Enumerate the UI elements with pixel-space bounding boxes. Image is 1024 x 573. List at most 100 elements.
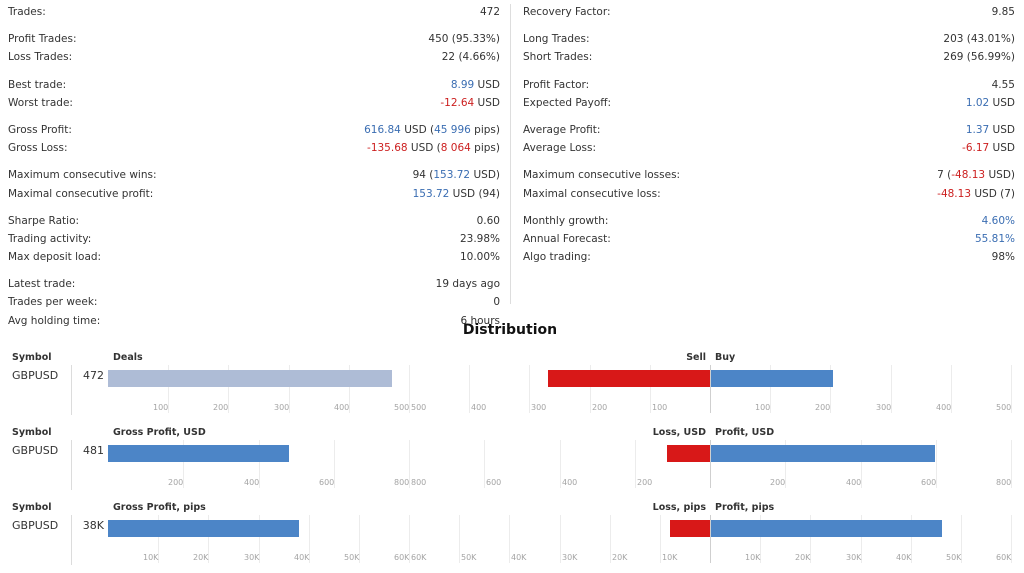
stat-label: Trades: (8, 6, 46, 18)
stat-group: Best trade: 8.99 USD Worst trade: -12.64 US… (8, 73, 500, 112)
stat-label: Annual Forecast: (523, 232, 611, 245)
negative-series-header: Loss, pips (652, 502, 706, 513)
stat-row-avg-holding-time: Avg holding time: 6 hours (8, 312, 500, 330)
symbol-name: GBPUSD (12, 369, 59, 382)
stat-value-part: 94 ( (412, 169, 434, 182)
grid-line (349, 365, 350, 413)
stat-row-profit-factor: Profit Factor: 4.55 (523, 73, 1015, 94)
grid-line (529, 365, 530, 413)
stats-right-column: Recovery Factor: 9.85 Long Trades: 203 (43.… (523, 0, 1015, 305)
stat-row-trades-per-week: Trades per week: 0 (8, 293, 500, 311)
grid-line (911, 515, 912, 563)
stat-row-trading-activity: Trading activity: 23.98% (8, 230, 500, 248)
stat-label: Average Profit: (523, 123, 601, 136)
grid-line (409, 365, 410, 413)
stat-value: 55.81% (975, 230, 1015, 248)
stat-group: Recovery Factor: 9.85 (523, 0, 1015, 21)
left-chart-header: Gross Profit, USD (113, 427, 206, 438)
stat-label: Profit Factor: (523, 78, 590, 91)
stat-group: Profit Factor: 4.55 Expected Payoff: 1.02 U… (523, 73, 1015, 112)
stat-row-maximum-consecutive-wins: Maximum consecutive wins: 94 (153.72 USD) (8, 163, 500, 184)
stat-label: Maximum consecutive wins: (8, 169, 157, 182)
symbol-header: Symbol (12, 352, 52, 363)
axis-tick-label: 800 (411, 478, 427, 487)
axis-tick-label: 300 (274, 403, 290, 412)
stat-label: Worst trade: (8, 96, 73, 109)
grid-line (168, 365, 169, 413)
stat-value-part: 0 (493, 296, 500, 309)
grid-line (861, 440, 862, 488)
grid-line (635, 440, 636, 488)
stat-value-part: USD (474, 96, 500, 109)
stat-row-monthly-growth: Monthly growth: 4.60% (523, 209, 1015, 230)
axis-tick-label: 50K (344, 553, 360, 562)
axis-tick-label: 60K (996, 553, 1012, 562)
stat-row-annual-forecast: Annual Forecast: 55.81% (523, 230, 1015, 248)
stat-value: -12.64 USD (440, 94, 500, 112)
symbol-total: 481 (83, 444, 104, 457)
stat-value-part: -6.17 (962, 142, 990, 155)
negative-series-bar (548, 370, 710, 387)
stat-row-maximum-consecutive-losses: Maximum consecutive losses: 7 (-48.13 USD… (523, 163, 1015, 184)
stat-value-part: -135.68 (367, 142, 408, 155)
stat-row-profit-trades: Profit Trades: 450 (95.33%) (8, 27, 500, 48)
stat-row-long-trades: Long Trades: 203 (43.01%) (523, 27, 1015, 48)
stat-value-part: -48.13 (937, 187, 972, 200)
stat-group: Latest trade: 19 days ago Trades per week:… (8, 272, 500, 330)
grid-line (1011, 365, 1012, 413)
stat-label: Algo trading: (523, 251, 591, 264)
stat-value-part: 4.55 (991, 78, 1015, 91)
stat-value: 7 (-48.13 USD) (937, 166, 1015, 184)
stat-value-part: 8 064 (440, 142, 471, 155)
stat-value-part: 9.85 (991, 6, 1015, 18)
stat-value-part: pips) (470, 123, 500, 136)
stat-value-part: 45 996 (434, 123, 471, 136)
stat-value: 19 days ago (436, 275, 500, 293)
grid-line (650, 365, 651, 413)
symbol-header: Symbol (12, 502, 52, 513)
stat-value-part: 55.81% (974, 232, 1015, 245)
stat-row-maximal-consecutive-profit: Maximal consecutive profit: 153.72 USD (9… (8, 185, 500, 203)
stat-value: 203 (43.01%) (943, 30, 1015, 48)
stat-row-short-trades: Short Trades: 269 (56.99%) (523, 48, 1015, 66)
stat-value: 0 (493, 293, 500, 311)
positive-series-header: Buy (715, 352, 736, 363)
grid-line (936, 440, 937, 488)
left-chart-bar (108, 445, 289, 462)
axis-tick-label: 500 (996, 403, 1012, 412)
stats-left-column: Trades: 472 Profit Trades: 450 (95.33%) Loss… (8, 0, 500, 327)
stat-value: 0.60 (477, 212, 500, 230)
grid-line (861, 515, 862, 563)
axis-tick-label: 60K (394, 553, 410, 562)
stat-row-algo-trading: Algo trading: 98% (523, 248, 1015, 266)
axis-tick-label: 10K (662, 553, 678, 562)
distribution-title: Distribution (462, 322, 558, 338)
left-chart-bar (108, 370, 392, 387)
negative-series-header: Loss, USD (652, 427, 706, 438)
stat-value-part: 1.02 (965, 96, 990, 109)
stat-value: 4.55 (992, 76, 1015, 94)
grid-line (359, 515, 360, 563)
stat-value-part: 616.84 (364, 123, 401, 136)
grid-line (459, 515, 460, 563)
positive-series-bar (711, 520, 942, 537)
grid-line (560, 440, 561, 488)
grid-line (259, 515, 260, 563)
symbol-header: Symbol (12, 427, 52, 438)
stat-value-part: 450 (95.33%) (428, 33, 500, 46)
axis-tick-label: 60K (411, 553, 427, 562)
symbol-total: 38K (82, 519, 104, 532)
stat-value-part: USD) (985, 169, 1015, 182)
stat-value-part: 203 (43.01%) (943, 33, 1015, 46)
stat-value: 1.02 USD (966, 94, 1015, 112)
grid-line (660, 515, 661, 563)
stat-value: 8.99 USD (451, 76, 500, 94)
axis-tick-label: 20K (795, 553, 811, 562)
stat-value-part: 23.98% (459, 232, 500, 245)
axis-tick-label: 40K (511, 553, 527, 562)
grid-line (760, 515, 761, 563)
axis-tick-label: 500 (394, 403, 410, 412)
stat-value-part: -12.64 (440, 96, 475, 109)
axis-tick-label: 400 (471, 403, 487, 412)
positive-series-bar (711, 370, 833, 387)
